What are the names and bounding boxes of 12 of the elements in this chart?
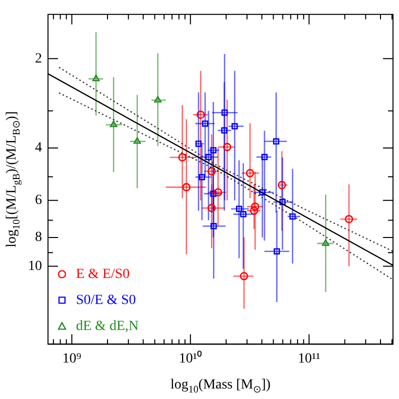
y-tick-label: 2	[35, 51, 42, 66]
y-tick-label: 8	[35, 230, 42, 246]
y-tick-label: 10	[28, 258, 42, 274]
legend-label: S0/E & S0	[76, 292, 136, 308]
y-tick-label: 6	[35, 193, 42, 208]
x-tick-label: 10¹⁰	[178, 350, 202, 366]
y-tick-label: 4	[35, 140, 42, 156]
x-tick-label: 10¹¹	[298, 351, 320, 366]
legend-label: dE & dE,N	[76, 318, 139, 334]
x-tick-label: 10⁹	[62, 351, 82, 366]
y-axis-title: log10[(M/LgB)/(M/LB⊙)]	[4, 111, 23, 248]
legend-label: E & E/S0	[76, 266, 130, 282]
